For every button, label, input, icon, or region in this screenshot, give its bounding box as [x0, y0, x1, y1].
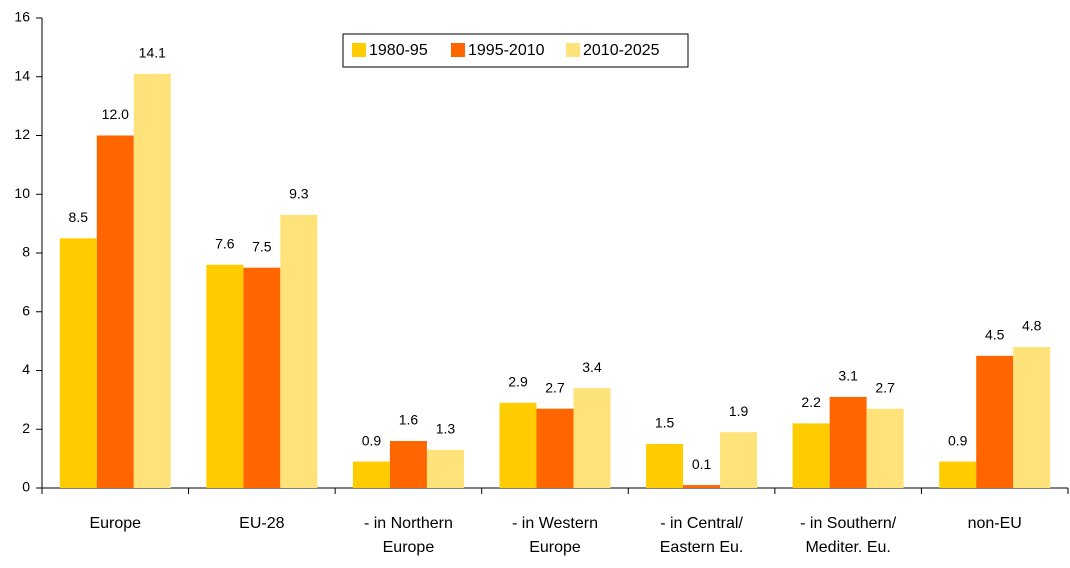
x-tick-label: - in Northern Europe — [363, 515, 453, 556]
bar — [829, 396, 867, 488]
legend-label: 1995-2010 — [468, 42, 545, 59]
bar — [573, 388, 611, 488]
x-tick-label: - in Western Europe — [512, 515, 598, 556]
x-tick-label: - in Southern/ Mediter. Eu. — [800, 515, 897, 556]
value-label: 4.8 — [1022, 318, 1042, 334]
legend-swatch — [566, 43, 580, 57]
y-tick-label: 12 — [14, 126, 30, 142]
bar — [206, 264, 244, 488]
bar — [133, 73, 171, 488]
bar — [352, 461, 390, 488]
bar — [96, 135, 134, 488]
y-tick-label: 10 — [14, 185, 30, 201]
y-tick-label: 16 — [14, 9, 30, 25]
y-tick-label: 2 — [22, 420, 30, 436]
legend-label: 1980-95 — [369, 42, 428, 59]
value-label: 0.9 — [948, 432, 968, 448]
legend-swatch — [451, 43, 465, 57]
value-label: 9.3 — [289, 186, 309, 202]
value-label: 1.5 — [655, 415, 675, 431]
y-tick-label: 8 — [22, 244, 30, 260]
x-tick-label: non-EU — [967, 515, 1022, 532]
value-label: 8.5 — [69, 209, 89, 225]
y-tick-label: 14 — [14, 67, 30, 83]
legend: 1980-95 1995-2010 2010-2025 — [342, 33, 689, 68]
bar — [389, 441, 427, 488]
bar — [426, 449, 464, 488]
value-label: 4.5 — [985, 327, 1005, 343]
bar — [280, 214, 318, 488]
value-label: 2.2 — [801, 394, 821, 410]
value-label: 2.7 — [545, 379, 565, 395]
value-label: 1.9 — [729, 403, 749, 419]
bar — [866, 408, 904, 488]
value-label: 0.1 — [692, 456, 712, 472]
value-label: 1.6 — [399, 412, 419, 428]
value-label: 2.9 — [508, 374, 528, 390]
value-label: 3.4 — [582, 359, 602, 375]
x-tick-label: - in Central/ Eastern Eu. — [659, 515, 744, 556]
bar — [720, 432, 758, 488]
value-label: 7.5 — [252, 238, 272, 254]
bar — [683, 485, 721, 488]
bar — [499, 402, 537, 488]
value-label: 12.0 — [102, 106, 129, 122]
x-tick-label: EU-28 — [239, 515, 285, 532]
bar — [646, 443, 684, 488]
legend-box — [342, 33, 689, 68]
legend-swatch — [352, 43, 366, 57]
x-tick-label: Europe — [89, 515, 142, 532]
bar — [792, 423, 830, 488]
bar — [243, 267, 281, 488]
value-label: 1.3 — [436, 421, 456, 437]
bar — [59, 238, 97, 488]
bar — [939, 461, 977, 488]
y-tick-label: 6 — [22, 302, 30, 318]
value-label: 3.1 — [838, 368, 858, 384]
y-tick-label: 0 — [22, 479, 30, 495]
bar — [536, 408, 574, 488]
y-tick-label: 4 — [22, 361, 30, 377]
value-label: 7.6 — [215, 235, 235, 251]
legend-label: 2010-2025 — [583, 42, 660, 59]
value-label: 0.9 — [362, 432, 382, 448]
bar — [976, 355, 1014, 488]
value-label: 14.1 — [139, 45, 166, 61]
value-label: 2.7 — [875, 379, 895, 395]
bar — [1013, 347, 1051, 488]
